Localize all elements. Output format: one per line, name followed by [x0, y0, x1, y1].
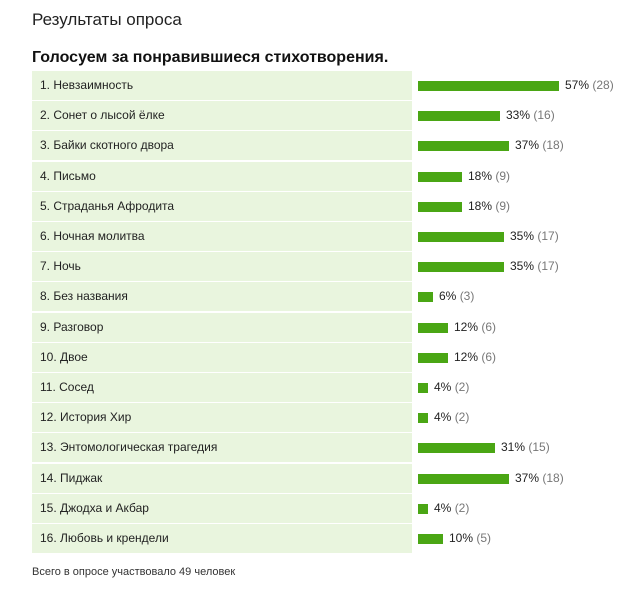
- result-value: 6% (3): [439, 282, 474, 311]
- result-row: 7. Ночь 35% (17): [32, 252, 622, 282]
- result-value: 18% (9): [468, 192, 510, 221]
- poll-question: Голосуем за понравившиеся стихотворения.: [32, 49, 389, 66]
- result-count: (2): [454, 500, 470, 515]
- result-percent: 31%: [501, 440, 526, 455]
- result-percent: 57%: [565, 78, 590, 92]
- result-count: (6): [481, 349, 497, 364]
- result-percent: 4%: [434, 500, 452, 515]
- result-bar: [418, 171, 462, 182]
- option-label: 14. Пиджак: [32, 463, 412, 493]
- result-bar: [418, 232, 504, 242]
- option-label: 13. Энтомологическая трагедия: [32, 433, 412, 463]
- result-value: 33% (16): [506, 101, 555, 130]
- option-label: 16. Любовь и крендели: [32, 524, 412, 553]
- option-label: 4. Письмо: [32, 161, 412, 191]
- option-label: 5. Страданья Афродита: [32, 191, 412, 221]
- result-count: (18): [542, 470, 564, 485]
- result-bar: [418, 111, 500, 122]
- option-label: 10. Двое: [32, 342, 412, 372]
- result-row: 3. Байки скотного двора 37% (18): [32, 131, 622, 161]
- result-row: 12. История Хир 4% (2): [32, 403, 622, 433]
- result-bar: [418, 81, 559, 91]
- result-percent: 18%: [468, 168, 493, 183]
- result-count: (16): [533, 108, 555, 123]
- result-percent: 37%: [515, 470, 540, 485]
- result-row: 10. Двое 12% (6): [32, 342, 622, 372]
- result-value: 12% (6): [454, 313, 496, 342]
- result-percent: 12%: [454, 349, 479, 364]
- result-row: 13. Энтомологическая трагедия 31% (15): [32, 433, 622, 463]
- result-bar: [418, 503, 428, 514]
- result-row: 6. Ночная молитва 35% (17): [32, 222, 622, 251]
- result-percent: 18%: [468, 198, 493, 213]
- result-percent: 12%: [454, 319, 479, 334]
- option-label: 6. Ночная молитва: [32, 222, 412, 251]
- result-bar: [418, 322, 448, 333]
- option-label: 7. Ночь: [32, 252, 412, 282]
- result-value: 4% (2): [434, 373, 469, 402]
- option-label: 1. Невзаимность: [32, 71, 412, 100]
- result-row: 16. Любовь и крендели 10% (5): [32, 524, 622, 553]
- result-count: (2): [454, 380, 470, 394]
- result-count: (17): [537, 259, 559, 274]
- result-value: 12% (6): [454, 343, 496, 372]
- result-count: (6): [481, 319, 497, 334]
- result-percent: 6%: [439, 289, 457, 304]
- option-label: 12. История Хир: [32, 403, 412, 433]
- result-value: 37% (18): [515, 464, 564, 493]
- result-percent: 4%: [434, 410, 452, 425]
- result-row: 2. Сонет о лысой ёлке 33% (16): [32, 101, 622, 131]
- result-row: 11. Сосед 4% (2): [32, 373, 622, 402]
- result-count: (28): [592, 78, 614, 92]
- result-row: 1. Невзаимность 57% (28): [32, 71, 622, 100]
- result-value: 4% (2): [434, 494, 469, 523]
- result-bar: [418, 534, 443, 544]
- result-bar: [418, 262, 504, 273]
- result-bar: [418, 292, 433, 303]
- result-count: (18): [542, 138, 564, 153]
- result-bar: [418, 383, 428, 393]
- result-percent: 4%: [434, 380, 452, 394]
- result-bar: [418, 201, 462, 212]
- result-count: (9): [495, 198, 511, 213]
- result-count: (17): [537, 229, 559, 243]
- page-title: Результаты опроса: [32, 10, 182, 29]
- result-count: (9): [495, 168, 511, 183]
- result-count: (3): [459, 289, 475, 304]
- result-value: 35% (17): [510, 222, 559, 251]
- option-label: 15. Джодха и Акбар: [32, 493, 412, 523]
- result-percent: 37%: [515, 138, 540, 153]
- participants-note: Всего в опросе участвовало 49 человек: [32, 566, 236, 578]
- result-value: 4% (2): [434, 403, 469, 432]
- result-bar: [418, 443, 495, 454]
- option-label: 8. Без названия: [32, 282, 412, 312]
- result-percent: 35%: [510, 229, 535, 243]
- result-row: 14. Пиджак 37% (18): [32, 463, 622, 493]
- option-label: 2. Сонет о лысой ёлке: [32, 101, 412, 131]
- result-count: (15): [528, 440, 550, 455]
- result-row: 4. Письмо 18% (9): [32, 161, 622, 191]
- result-row: 9. Разговор 12% (6): [32, 312, 622, 342]
- result-value: 10% (5): [449, 524, 491, 553]
- option-label: 11. Сосед: [32, 373, 412, 402]
- option-label: 9. Разговор: [32, 312, 412, 342]
- result-percent: 10%: [449, 531, 474, 545]
- result-count: (5): [476, 531, 492, 545]
- result-row: 8. Без названия 6% (3): [32, 282, 622, 312]
- result-count: (2): [454, 410, 470, 425]
- result-bar: [418, 352, 448, 363]
- option-label: 3. Байки скотного двора: [32, 131, 412, 161]
- result-row: 5. Страданья Афродита 18% (9): [32, 191, 622, 221]
- result-value: 18% (9): [468, 162, 510, 191]
- result-bar: [418, 413, 428, 424]
- result-value: 37% (18): [515, 131, 564, 160]
- result-row: 15. Джодха и Акбар 4% (2): [32, 493, 622, 523]
- result-percent: 33%: [506, 108, 531, 123]
- result-bar: [418, 141, 509, 152]
- result-value: 57% (28): [565, 71, 614, 100]
- result-value: 31% (15): [501, 433, 550, 462]
- result-value: 35% (17): [510, 252, 559, 281]
- result-percent: 35%: [510, 259, 535, 274]
- result-bar: [418, 473, 509, 484]
